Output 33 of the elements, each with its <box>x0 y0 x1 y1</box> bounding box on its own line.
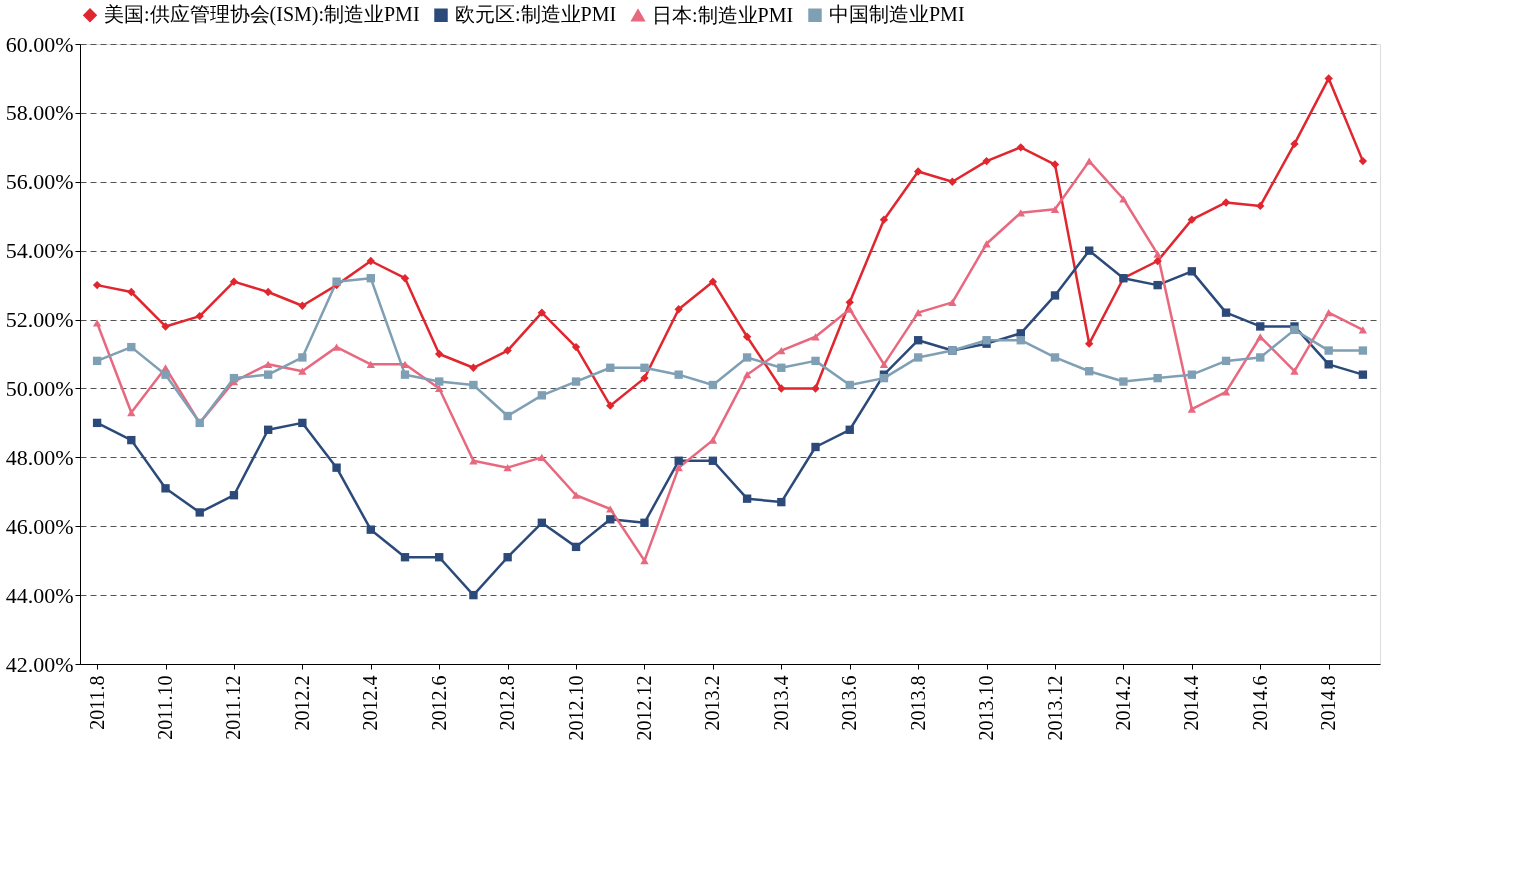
x-tick-label: 2012.12 <box>632 675 655 741</box>
x-tick-label: 2011.12 <box>222 675 245 740</box>
y-tick-label: 44.00% <box>5 582 74 608</box>
y-tick-label: 60.00% <box>5 31 74 57</box>
y-tick-label: 50.00% <box>5 375 74 401</box>
legend-label: 日本:制造业PMI <box>652 3 794 26</box>
y-tick-label: 46.00% <box>5 513 74 539</box>
x-tick-label: 2012.10 <box>564 675 587 741</box>
legend-label: 美国:供应管理协会(ISM):制造业PMI <box>104 3 420 27</box>
legend-label: 中国制造业PMI <box>829 3 965 26</box>
y-tick-label: 56.00% <box>5 169 74 195</box>
y-tick-label: 58.00% <box>5 100 74 126</box>
x-tick-label: 2014.2 <box>1111 675 1134 731</box>
y-tick-label: 52.00% <box>5 307 74 333</box>
x-tick-label: 2013.4 <box>769 675 792 731</box>
x-tick-label: 2012.2 <box>290 675 313 731</box>
x-tick-label: 2013.2 <box>701 675 724 731</box>
y-tick-label: 54.00% <box>5 238 74 264</box>
legend-label: 欧元区:制造业PMI <box>455 3 617 26</box>
x-tick-label: 2013.10 <box>975 675 998 741</box>
x-tick-label: 2012.4 <box>359 675 382 731</box>
y-tick-label: 42.00% <box>5 651 74 677</box>
x-tick-label: 2012.6 <box>427 675 450 731</box>
x-tick-label: 2014.8 <box>1317 675 1340 731</box>
x-tick-label: 2013.8 <box>906 675 929 731</box>
x-tick-label: 2011.10 <box>154 675 177 740</box>
x-tick-label: 2014.6 <box>1248 675 1271 731</box>
x-tick-label: 2012.8 <box>496 675 519 731</box>
y-tick-label: 48.00% <box>5 444 74 470</box>
x-tick-label: 2014.4 <box>1180 675 1203 731</box>
x-tick-label: 2013.12 <box>1043 675 1066 741</box>
x-tick-label: 2011.8 <box>85 675 108 730</box>
x-tick-label: 2013.6 <box>838 675 861 731</box>
